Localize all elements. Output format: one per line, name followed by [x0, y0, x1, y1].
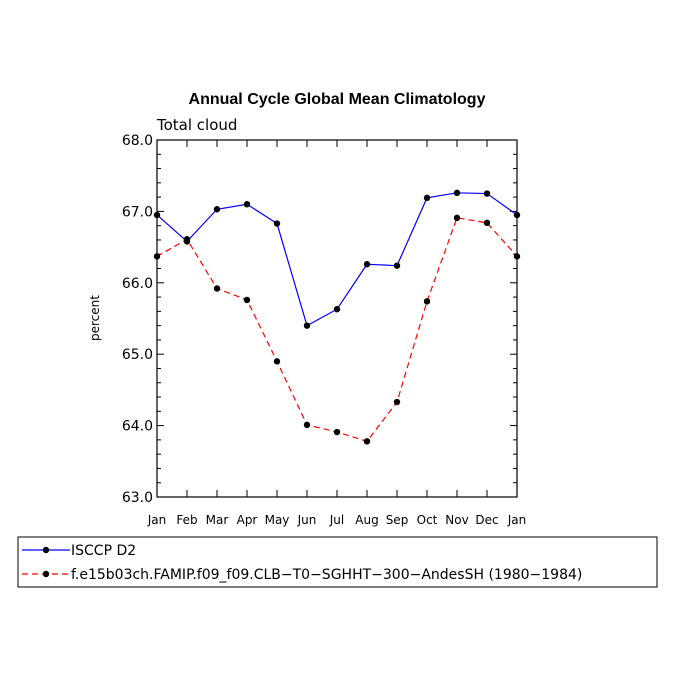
data-point — [423, 194, 431, 202]
legend-label-model: f.e15b03ch.FAMIP.f09_f09.CLB−T0−SGHHT−30… — [71, 567, 582, 583]
data-point — [243, 296, 251, 304]
axis-ticks: 63.0 64.0 65.0 66.0 67.0 68.0 Jan Feb Mar Apr May J… — [122, 133, 526, 527]
data-point — [333, 306, 341, 313]
x-tick-label: Jun — [297, 513, 317, 527]
x-tick-label: Jan — [147, 513, 167, 527]
data-point — [393, 398, 401, 406]
series-line-model — [156, 217, 518, 443]
data-point — [423, 298, 431, 305]
y-tick-label: 65.0 — [122, 347, 153, 363]
data-point — [513, 253, 521, 260]
x-tick-label: Apr — [237, 513, 258, 527]
chart-subtitle: Total cloud — [156, 116, 237, 134]
y-tick-label: 63.0 — [122, 490, 153, 506]
y-tick-label: 68.0 — [122, 133, 153, 149]
data-point — [303, 421, 311, 429]
y-tick-label: 67.0 — [122, 204, 153, 220]
x-tick-label: Mar — [206, 513, 229, 527]
data-point — [273, 220, 281, 227]
x-tick-label: Aug — [355, 513, 378, 527]
data-point — [393, 262, 401, 269]
legend-label-isccp: ISCCP D2 — [71, 543, 136, 559]
x-tick-label: Jan — [507, 513, 527, 527]
data-point — [213, 285, 221, 292]
chart-title: Annual Cycle Global Mean Climatology — [189, 91, 486, 108]
data-point — [453, 214, 461, 222]
legend-box — [17, 536, 658, 588]
data-point — [453, 189, 461, 197]
x-tick-label: Oct — [417, 513, 438, 527]
legend: ISCCP D2 f.e15b03ch.FAMIP.f09_f09.CLB−T0… — [17, 536, 658, 588]
y-tick-label: 64.0 — [122, 419, 153, 435]
x-tick-label: Dec — [475, 513, 498, 527]
data-point — [243, 201, 251, 208]
data-point — [483, 190, 491, 197]
x-tick-label: Feb — [176, 513, 197, 527]
legend-marker-isccp — [42, 546, 50, 554]
x-tick-label: Nov — [445, 513, 468, 527]
data-point — [333, 428, 341, 436]
data-point — [303, 322, 311, 329]
x-tick-label: Jul — [329, 513, 344, 527]
y-axis-label: percent — [88, 295, 102, 341]
data-point — [213, 206, 221, 213]
data-point — [153, 211, 161, 219]
legend-marker-model — [42, 570, 50, 578]
data-point — [183, 236, 191, 243]
series-line-isccp — [156, 192, 518, 327]
y-tick-label: 66.0 — [122, 276, 153, 292]
data-point — [273, 358, 281, 365]
series-layer — [153, 189, 521, 445]
data-point — [363, 438, 371, 445]
series-group — [153, 214, 521, 445]
data-point — [513, 211, 521, 219]
data-point — [363, 261, 371, 268]
data-point — [483, 219, 491, 227]
series-group — [153, 189, 521, 329]
x-tick-label: Sep — [386, 513, 409, 527]
data-point — [153, 253, 161, 260]
x-tick-label: May — [265, 513, 290, 527]
